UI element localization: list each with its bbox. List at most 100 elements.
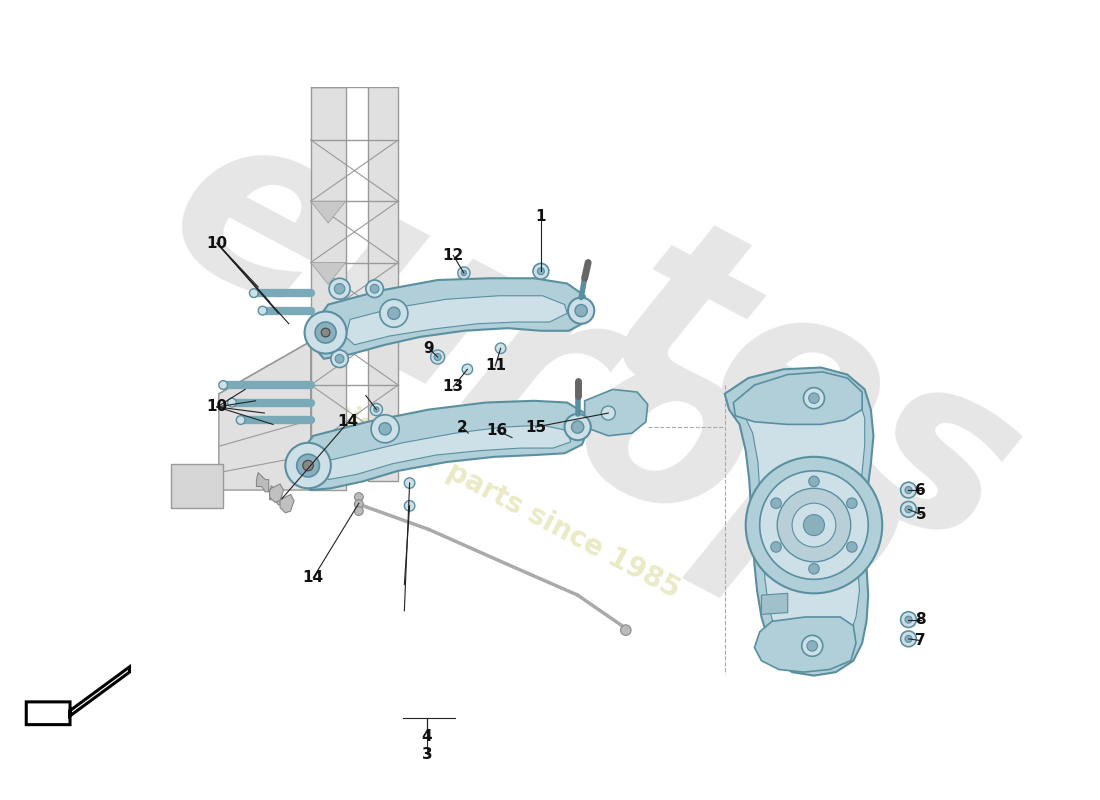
- Circle shape: [746, 457, 882, 594]
- Text: 10: 10: [207, 399, 228, 414]
- Polygon shape: [310, 202, 345, 223]
- Circle shape: [778, 488, 850, 562]
- Polygon shape: [725, 367, 873, 676]
- Circle shape: [236, 416, 245, 425]
- Text: 11: 11: [485, 358, 506, 374]
- Circle shape: [760, 471, 868, 579]
- Polygon shape: [256, 473, 268, 492]
- Circle shape: [331, 350, 349, 367]
- Circle shape: [771, 498, 781, 509]
- Circle shape: [564, 414, 591, 440]
- Text: 8: 8: [915, 612, 926, 627]
- Text: 2: 2: [456, 419, 468, 434]
- Text: 15: 15: [525, 419, 547, 434]
- Circle shape: [219, 381, 228, 390]
- Text: 13: 13: [443, 379, 464, 394]
- Circle shape: [379, 422, 392, 435]
- Polygon shape: [270, 484, 284, 502]
- Circle shape: [334, 283, 344, 294]
- Polygon shape: [270, 486, 282, 505]
- Circle shape: [336, 354, 344, 363]
- Circle shape: [808, 393, 820, 403]
- Circle shape: [329, 278, 350, 299]
- Circle shape: [847, 542, 857, 552]
- Text: 1: 1: [536, 210, 546, 225]
- Circle shape: [458, 267, 470, 279]
- Polygon shape: [585, 390, 648, 436]
- Circle shape: [228, 398, 236, 407]
- Circle shape: [321, 328, 330, 337]
- Circle shape: [366, 280, 384, 298]
- Circle shape: [495, 343, 506, 354]
- Circle shape: [405, 478, 415, 488]
- Circle shape: [315, 322, 337, 343]
- Circle shape: [354, 493, 363, 502]
- Circle shape: [802, 635, 823, 656]
- Circle shape: [568, 298, 594, 324]
- Text: 10: 10: [207, 236, 228, 250]
- Circle shape: [374, 407, 379, 412]
- Circle shape: [807, 641, 817, 651]
- Circle shape: [285, 443, 331, 488]
- Circle shape: [461, 270, 466, 276]
- Polygon shape: [314, 278, 588, 358]
- Text: 4: 4: [421, 730, 432, 744]
- Circle shape: [905, 635, 912, 642]
- Circle shape: [803, 514, 825, 535]
- Polygon shape: [298, 401, 588, 490]
- Circle shape: [572, 421, 584, 433]
- Circle shape: [905, 616, 912, 623]
- Circle shape: [792, 503, 836, 547]
- Circle shape: [575, 305, 587, 317]
- Polygon shape: [280, 494, 294, 513]
- Circle shape: [387, 307, 400, 319]
- Text: 3: 3: [421, 747, 432, 762]
- Polygon shape: [755, 617, 856, 672]
- Circle shape: [847, 498, 857, 509]
- Polygon shape: [322, 426, 571, 479]
- Circle shape: [371, 414, 399, 443]
- Text: 16: 16: [486, 423, 508, 438]
- Circle shape: [602, 406, 615, 420]
- Circle shape: [901, 482, 916, 498]
- Circle shape: [434, 354, 441, 361]
- Circle shape: [462, 364, 473, 374]
- Circle shape: [620, 625, 631, 635]
- Circle shape: [905, 486, 912, 494]
- Polygon shape: [734, 372, 862, 425]
- Circle shape: [808, 563, 820, 574]
- Text: 14: 14: [338, 414, 359, 430]
- Circle shape: [354, 506, 363, 515]
- Circle shape: [302, 460, 313, 471]
- Polygon shape: [310, 262, 345, 284]
- Circle shape: [250, 289, 258, 298]
- Circle shape: [258, 306, 267, 315]
- Circle shape: [538, 268, 544, 274]
- Polygon shape: [170, 464, 223, 507]
- Polygon shape: [219, 342, 310, 490]
- Circle shape: [771, 542, 781, 552]
- Text: 6: 6: [915, 482, 926, 498]
- Polygon shape: [744, 381, 865, 658]
- Polygon shape: [310, 87, 345, 490]
- Circle shape: [371, 403, 383, 416]
- Text: 12: 12: [442, 248, 464, 263]
- Circle shape: [405, 501, 415, 511]
- Circle shape: [379, 299, 408, 327]
- Polygon shape: [310, 324, 345, 346]
- Text: 5: 5: [915, 507, 926, 522]
- Polygon shape: [26, 667, 130, 725]
- Polygon shape: [367, 87, 398, 482]
- Circle shape: [901, 612, 916, 627]
- Circle shape: [901, 502, 916, 518]
- Polygon shape: [761, 594, 788, 614]
- Polygon shape: [345, 296, 568, 345]
- Circle shape: [901, 631, 916, 646]
- Text: 9: 9: [424, 341, 434, 356]
- Circle shape: [803, 388, 825, 409]
- Circle shape: [534, 263, 549, 279]
- Text: tes: tes: [569, 196, 1055, 604]
- Text: 14: 14: [302, 570, 323, 585]
- Text: europ: europ: [131, 82, 947, 665]
- Circle shape: [297, 454, 319, 477]
